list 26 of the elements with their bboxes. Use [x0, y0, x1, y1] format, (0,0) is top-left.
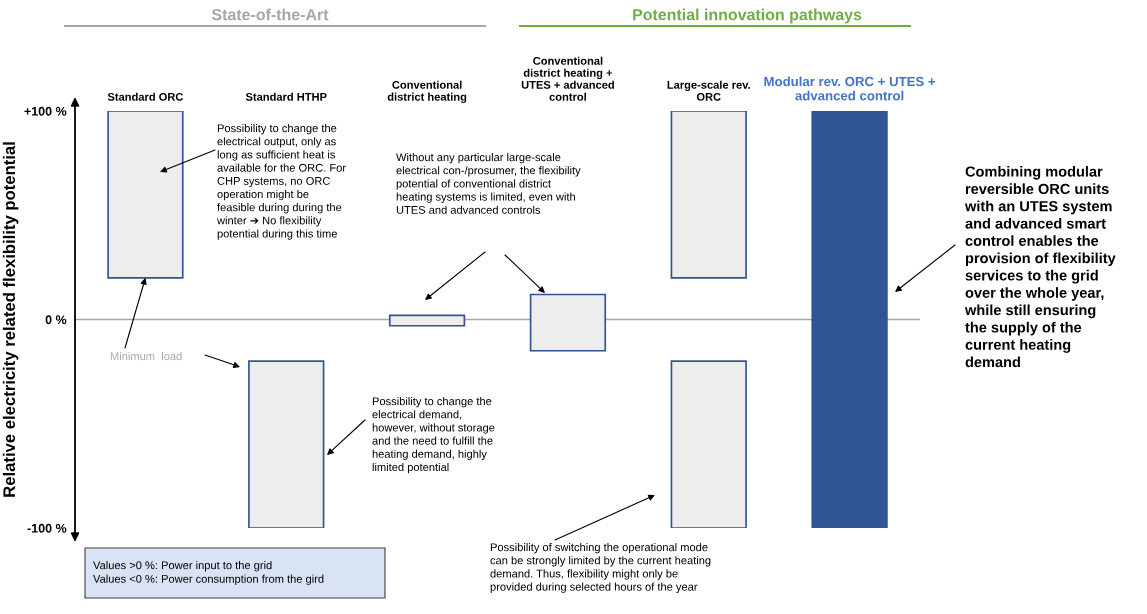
y-tick-label: -100 % [27, 523, 67, 533]
text: Combining modular reversible ORC units with an UTES system and advanced smart control enables the provision of flexibility services to the grid over the whole year, while still ensuring the supply of the current heating demand [964, 166, 1116, 368]
bar [107, 111, 184, 279]
y-axis-title: Relative electricity related flexibility potential [2, 142, 19, 497]
text: Potential innovation pathways [633, 8, 862, 24]
x-tick-label: Standard HTHP [245, 92, 327, 101]
x-tick-label: Modular rev. ORC + UTES + advanced control [764, 76, 936, 101]
bar [811, 111, 888, 528]
text: Possibility to change the electrical output, only as long as sufficient heat is available for the ORC. For CHP systems, no ORC operation might be feasible during during the winter ➔ No flexibility potential during this time [216, 124, 346, 240]
annotation: Minimum load [110, 352, 182, 361]
y-tick-label: 0 % [45, 315, 67, 325]
x-tick-label: Large-scale rev. ORC [667, 80, 750, 101]
y-tick-label: +100 % [24, 106, 67, 116]
annotation: Without any particular large-scale electrical con-/prosumer, the flexibility potential of conventional district heating systems is limited, even with UTES and advanced controls [396, 153, 581, 214]
text: State-of-the-Art [211, 8, 329, 21]
bar [388, 314, 466, 327]
x-tick-label: Conventional district heating + UTES + advanced control [521, 56, 614, 101]
bar [248, 360, 325, 528]
x-tick-label: Conventional district heating [387, 80, 467, 103]
annotation: Possibility to change the electrical demand, however, without storage and the need to fulfill the heating demand, highly limited potential [372, 397, 495, 474]
x-tick-label: Standard ORC [107, 92, 184, 101]
bar [529, 293, 607, 352]
bar [670, 360, 747, 528]
text: Values >0 %: Power input to the grid Values <0 %: Power consumption from the gird [93, 561, 324, 585]
bar [670, 111, 747, 279]
text: Possibility of switching the operational mode can be strongly limited by the current heating demand. Thus, flexibility might only be provided during selected hours of the year [490, 543, 711, 593]
